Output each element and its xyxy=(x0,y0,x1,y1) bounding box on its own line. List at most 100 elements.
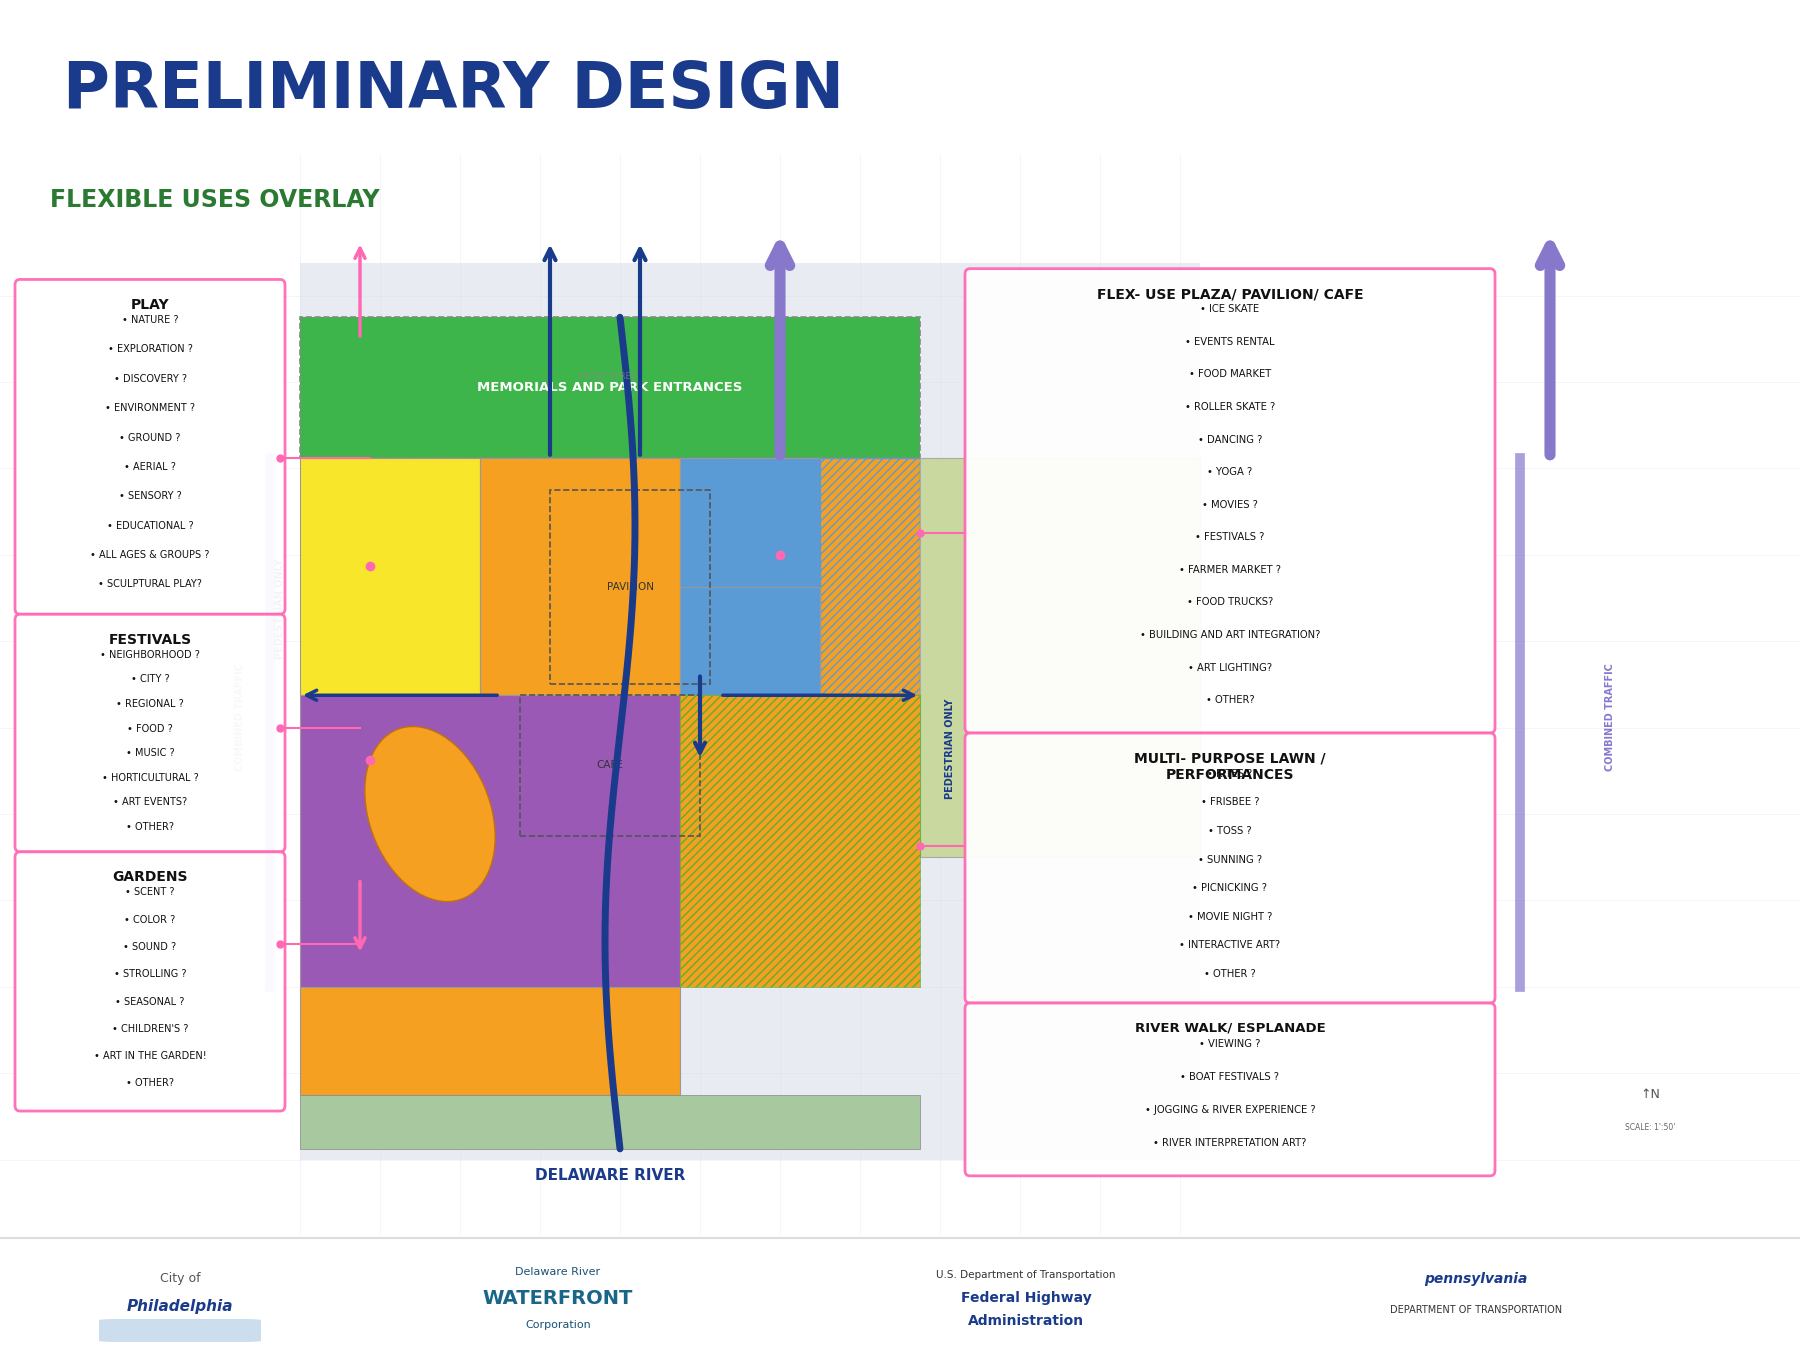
Text: PAVILION: PAVILION xyxy=(607,582,653,593)
Text: • BOAT FESTIVALS ?: • BOAT FESTIVALS ? xyxy=(1181,1072,1280,1081)
Text: • CHILDREN'S ?: • CHILDREN'S ? xyxy=(112,1023,189,1034)
FancyBboxPatch shape xyxy=(680,458,821,587)
Text: • DANCING ?: • DANCING ? xyxy=(1197,435,1262,444)
Text: Administration: Administration xyxy=(968,1315,1084,1328)
Text: • DISCOVERY ?: • DISCOVERY ? xyxy=(113,374,187,383)
FancyBboxPatch shape xyxy=(99,1319,261,1342)
Text: ↑N: ↑N xyxy=(1640,1088,1660,1102)
Text: RIVER WALK/ ESPLANADE: RIVER WALK/ ESPLANADE xyxy=(1134,1022,1325,1034)
Text: • SUNNING ?: • SUNNING ? xyxy=(1199,855,1262,864)
Text: CAFE: CAFE xyxy=(596,760,623,771)
Text: U.S. Department of Transportation: U.S. Department of Transportation xyxy=(936,1270,1116,1280)
Text: • ART IN THE GARDEN!: • ART IN THE GARDEN! xyxy=(94,1052,207,1061)
Text: pennsylvania: pennsylvania xyxy=(1424,1272,1528,1285)
FancyBboxPatch shape xyxy=(821,695,920,803)
FancyBboxPatch shape xyxy=(965,269,1496,733)
Text: • EXPLORATION ?: • EXPLORATION ? xyxy=(108,344,193,355)
Text: • EVENTS RENTAL: • EVENTS RENTAL xyxy=(1184,338,1274,347)
Text: • OTHER ?: • OTHER ? xyxy=(1204,969,1256,979)
FancyBboxPatch shape xyxy=(301,1095,920,1149)
Text: • BUILDING AND ART INTEGRATION?: • BUILDING AND ART INTEGRATION? xyxy=(1139,630,1319,640)
Text: • EDUCATIONAL ?: • EDUCATIONAL ? xyxy=(106,521,193,531)
Text: • ICE SKATE: • ICE SKATE xyxy=(1201,304,1260,315)
FancyBboxPatch shape xyxy=(965,1003,1496,1176)
Text: • CITY ?: • CITY ? xyxy=(131,675,169,684)
Text: • AERIAL ?: • AERIAL ? xyxy=(124,462,176,472)
Text: • NEIGHBORHOOD ?: • NEIGHBORHOOD ? xyxy=(101,649,200,660)
Text: • FOOD MARKET: • FOOD MARKET xyxy=(1188,370,1271,379)
Text: • SOUND ?: • SOUND ? xyxy=(124,942,176,952)
Text: • ALL AGES & GROUPS ?: • ALL AGES & GROUPS ? xyxy=(90,549,209,560)
Text: • OTHER?: • OTHER? xyxy=(126,822,175,832)
Text: COMBINED TRAFFIC: COMBINED TRAFFIC xyxy=(1606,663,1615,771)
Text: • OTHER?: • OTHER? xyxy=(1206,695,1255,705)
Text: GARDENS: GARDENS xyxy=(112,871,187,884)
Text: Delaware River: Delaware River xyxy=(515,1266,601,1277)
FancyBboxPatch shape xyxy=(301,458,481,695)
FancyBboxPatch shape xyxy=(821,458,920,695)
Text: FESTIVALS: FESTIVALS xyxy=(108,633,191,647)
Text: Corporation: Corporation xyxy=(526,1320,590,1330)
Text: • OTHER?: • OTHER? xyxy=(126,1079,175,1088)
Text: • SCENT ?: • SCENT ? xyxy=(126,887,175,898)
Text: • ART LIGHTING?: • ART LIGHTING? xyxy=(1188,663,1273,672)
FancyBboxPatch shape xyxy=(920,458,1201,857)
Text: • JOGGING & RIVER EXPERIENCE ?: • JOGGING & RIVER EXPERIENCE ? xyxy=(1145,1104,1316,1115)
Text: • FRISBEE ?: • FRISBEE ? xyxy=(1201,798,1260,807)
Text: • FOOD ?: • FOOD ? xyxy=(128,724,173,733)
Text: MEMORIALS AND PARK ENTRANCES: MEMORIALS AND PARK ENTRANCES xyxy=(477,381,743,394)
FancyBboxPatch shape xyxy=(680,695,920,987)
Text: Philadelphia: Philadelphia xyxy=(126,1299,234,1314)
FancyBboxPatch shape xyxy=(301,695,680,987)
FancyBboxPatch shape xyxy=(481,458,680,695)
Text: • ENVIRONMENT ?: • ENVIRONMENT ? xyxy=(104,404,194,413)
FancyBboxPatch shape xyxy=(965,733,1496,1003)
Text: • YOGA ?: • YOGA ? xyxy=(1208,467,1253,477)
Text: • HORTICULTURAL ?: • HORTICULTURAL ? xyxy=(101,772,198,783)
Text: • GROUND ?: • GROUND ? xyxy=(119,432,180,443)
Text: • REGIONAL ?: • REGIONAL ? xyxy=(117,699,184,709)
FancyBboxPatch shape xyxy=(301,317,920,458)
Text: PRELIMINARY DESIGN: PRELIMINARY DESIGN xyxy=(63,59,844,122)
Text: • TOSS ?: • TOSS ? xyxy=(1208,826,1251,836)
Text: • MUSIC ?: • MUSIC ? xyxy=(126,748,175,759)
Text: • PICNICKING ?: • PICNICKING ? xyxy=(1192,883,1267,894)
Text: FLEX- USE PLAZA/ PAVILION/ CAFE: FLEX- USE PLAZA/ PAVILION/ CAFE xyxy=(1096,288,1363,301)
Text: • ART EVENTS?: • ART EVENTS? xyxy=(113,798,187,807)
Text: FLEXIBLE USES OVERLAY: FLEXIBLE USES OVERLAY xyxy=(50,188,380,212)
Text: DEPARTMENT OF TRANSPORTATION: DEPARTMENT OF TRANSPORTATION xyxy=(1390,1305,1562,1315)
Text: • STROLLING ?: • STROLLING ? xyxy=(113,969,185,979)
Text: SCALE: 1':50': SCALE: 1':50' xyxy=(1625,1123,1676,1131)
Text: • SENSORY ?: • SENSORY ? xyxy=(119,491,182,501)
FancyBboxPatch shape xyxy=(680,587,821,695)
Text: • FOOD TRUCKS?: • FOOD TRUCKS? xyxy=(1186,598,1273,608)
Text: City of: City of xyxy=(160,1272,200,1285)
Text: • NATURE ?: • NATURE ? xyxy=(122,315,178,325)
Text: • VIEWING ?: • VIEWING ? xyxy=(1199,1038,1260,1049)
Text: • INTERACTIVE ART?: • INTERACTIVE ART? xyxy=(1179,941,1280,950)
Text: • RIVER INTERPRETATION ART?: • RIVER INTERPRETATION ART? xyxy=(1154,1138,1307,1148)
Ellipse shape xyxy=(365,726,495,902)
Text: • FARMER MARKET ?: • FARMER MARKET ? xyxy=(1179,564,1282,575)
Text: • COLOR ?: • COLOR ? xyxy=(124,915,176,925)
Text: • SCULPTURAL PLAY?: • SCULPTURAL PLAY? xyxy=(97,579,202,590)
Text: MULTI- PURPOSE LAWN /
PERFORMANCES: MULTI- PURPOSE LAWN / PERFORMANCES xyxy=(1134,752,1327,782)
Text: PLAY: PLAY xyxy=(131,298,169,312)
Text: • MOVIES ?: • MOVIES ? xyxy=(1202,500,1258,510)
Text: PEDESTRIAN ONLY: PEDESTRIAN ONLY xyxy=(945,699,956,799)
Text: FRONT STREET: FRONT STREET xyxy=(578,373,641,381)
Text: • MOVIE NIGHT ?: • MOVIE NIGHT ? xyxy=(1188,911,1273,922)
FancyBboxPatch shape xyxy=(301,987,680,1095)
Text: • ROLLER SKATE ?: • ROLLER SKATE ? xyxy=(1184,402,1274,412)
Text: WATERFRONT: WATERFRONT xyxy=(482,1289,634,1308)
Text: PEDESTRIAN ONLY: PEDESTRIAN ONLY xyxy=(275,559,284,659)
Text: • KITES ?: • KITES ? xyxy=(1208,768,1253,779)
FancyBboxPatch shape xyxy=(14,279,284,614)
Text: DELAWARE RIVER: DELAWARE RIVER xyxy=(535,1168,686,1184)
Text: Federal Highway: Federal Highway xyxy=(961,1292,1091,1305)
FancyBboxPatch shape xyxy=(14,614,284,852)
FancyBboxPatch shape xyxy=(301,263,1201,1160)
Text: COMBINED TRAFFIC: COMBINED TRAFFIC xyxy=(236,663,245,771)
FancyBboxPatch shape xyxy=(14,852,284,1111)
Text: • FESTIVALS ?: • FESTIVALS ? xyxy=(1195,532,1265,543)
